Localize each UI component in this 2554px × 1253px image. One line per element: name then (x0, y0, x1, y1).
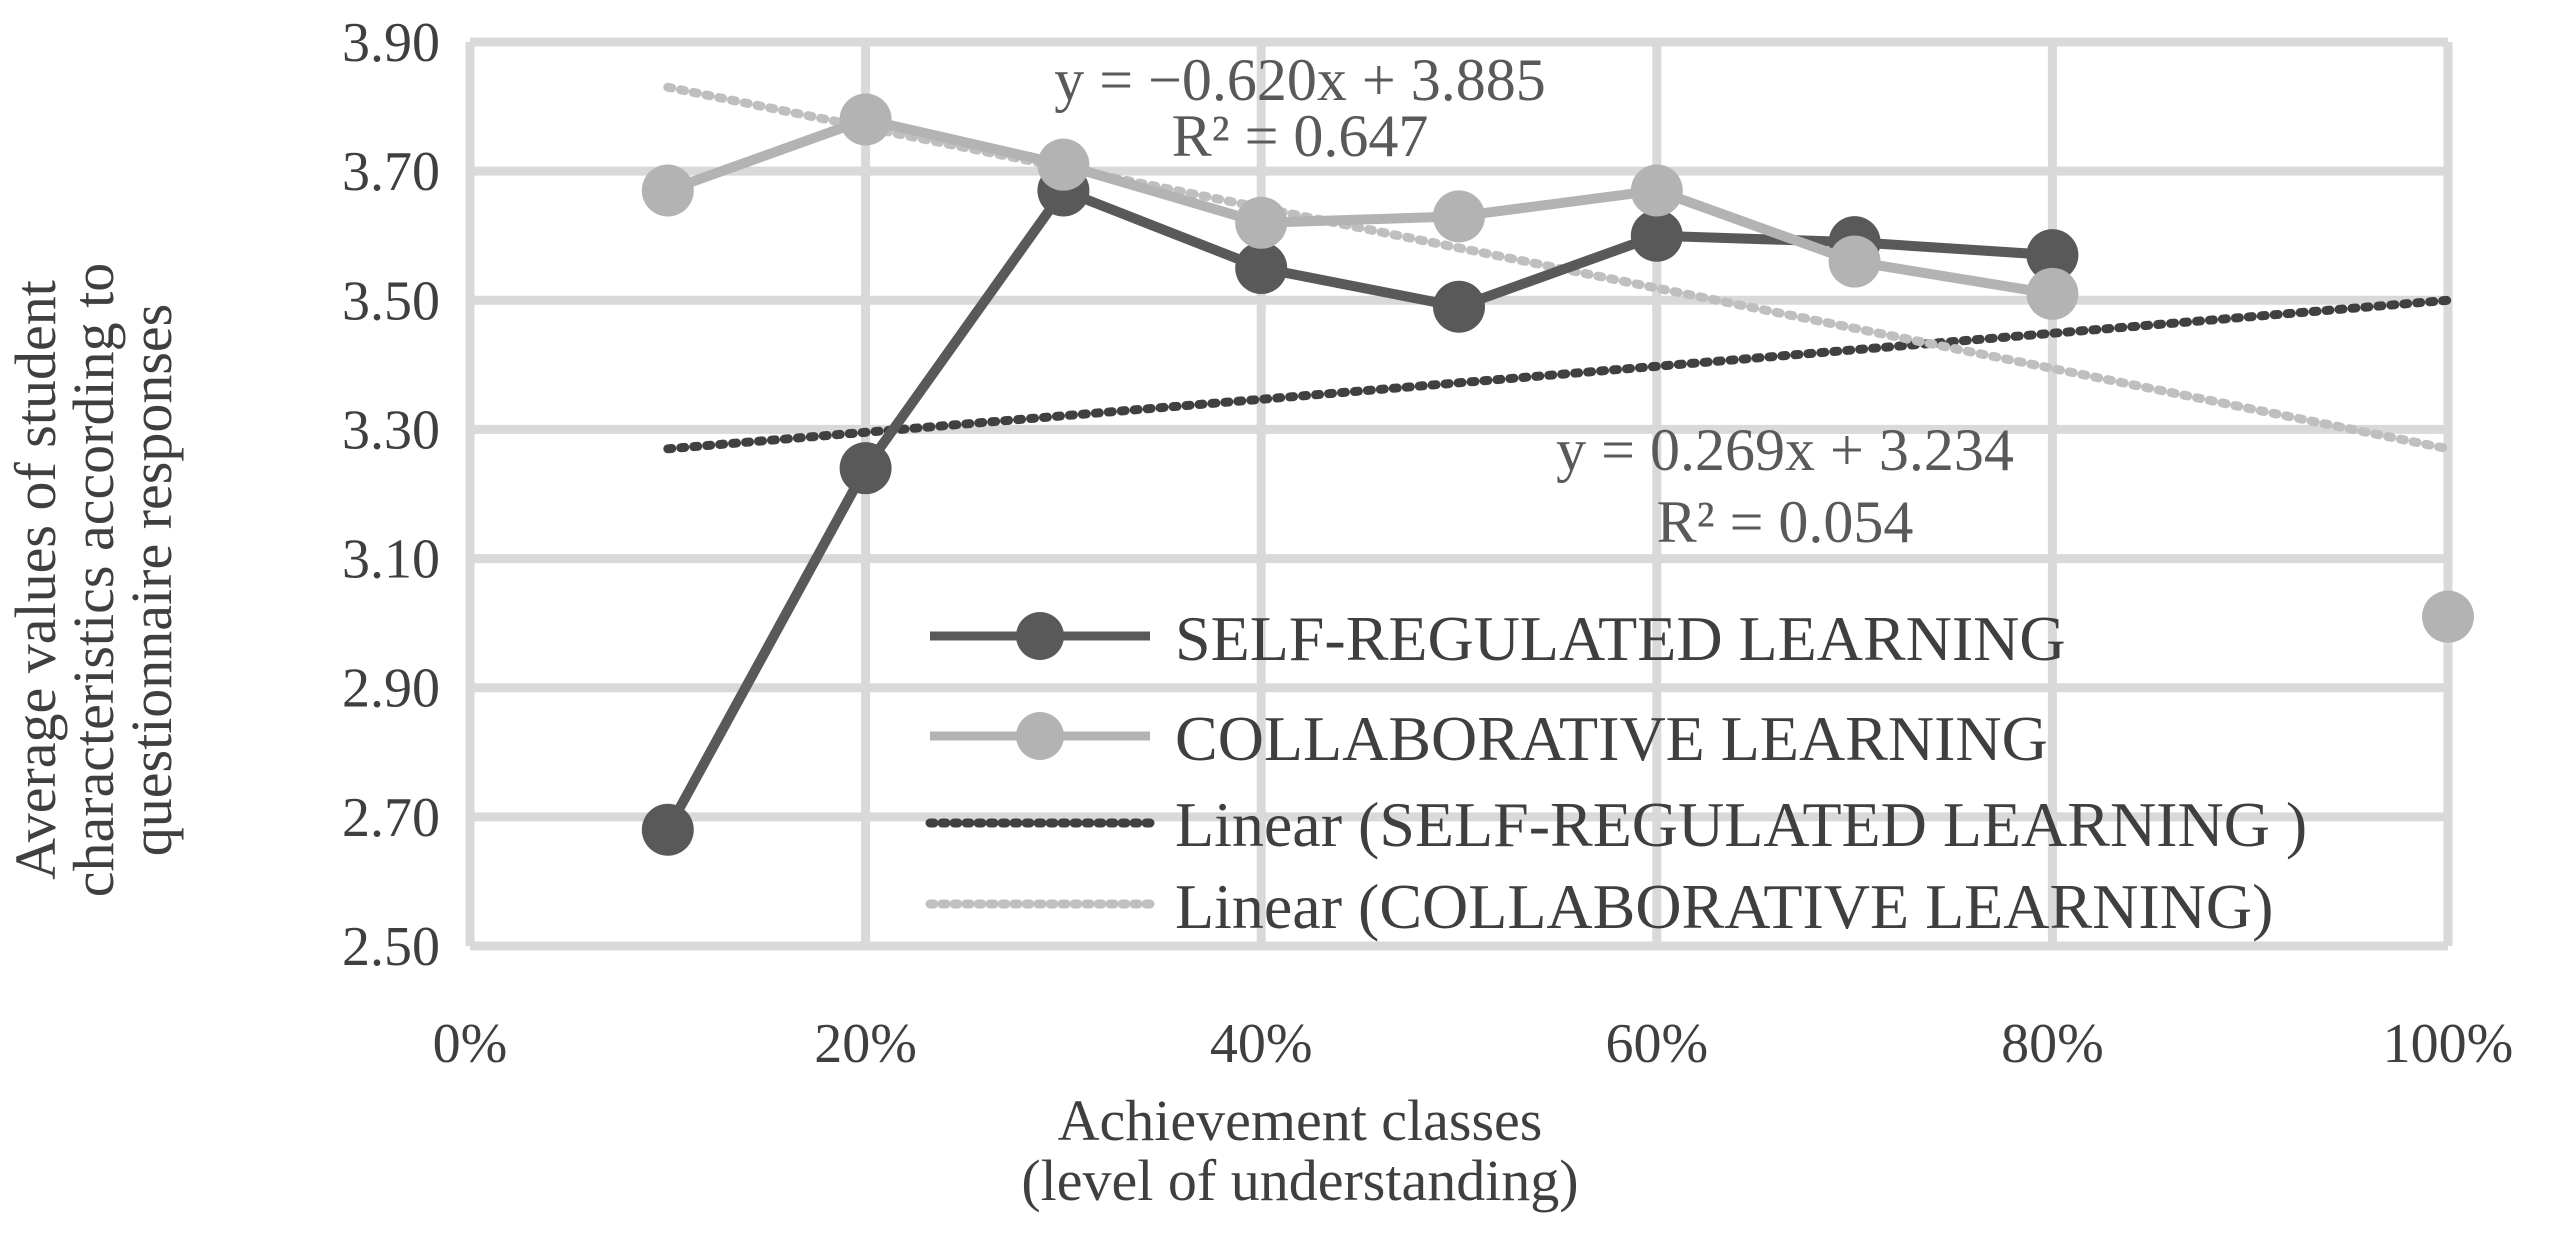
x-axis-title: Achievement classes (level of understand… (1021, 1088, 1578, 1213)
legend-label-linear-self-regulated: Linear (SELF-REGULATED LEARNING ) (1175, 789, 2307, 860)
y-tick-label-5: 3.50 (342, 270, 440, 332)
series-0-point-3 (1235, 242, 1288, 294)
series-0-point-4 (1433, 280, 1485, 333)
tick-labels: 2.50 2.70 2.90 3.10 3.30 3.50 3.70 3.90 0% 20% 40%… (342, 12, 2513, 1075)
series-line-0 (663, 185, 2053, 833)
y-tick-label-7: 3.90 (342, 12, 440, 74)
series-1-point-7 (2026, 267, 2079, 320)
trendline-collaborative-r2: R² = 0.647 (1172, 103, 1429, 169)
series-0-point-5 (1630, 209, 1683, 262)
legend-label-linear-collaborative: Linear (COLLABORATIVE LEARNING) (1175, 871, 2273, 942)
y-axis-title-line-1: Average values of student (3, 280, 68, 880)
data-series (641, 93, 2474, 856)
legend-item-linear-self-regulated: Linear (SELF-REGULATED LEARNING ) (925, 789, 2307, 860)
y-tick-label-0: 2.50 (342, 916, 440, 978)
series-1-point-1 (839, 93, 892, 146)
series-line-1 (666, 114, 2054, 299)
trendline-0 (663, 295, 2453, 454)
x-tick-label-5: 100% (2383, 1013, 2514, 1075)
legend-item-linear-collaborative: Linear (COLLABORATIVE LEARNING) (925, 871, 2273, 942)
x-tick-label-2: 40% (1210, 1013, 1313, 1075)
series-1-point-8 (2422, 590, 2474, 643)
x-axis-title-line-2: (level of understanding) (1021, 1148, 1578, 1213)
legend-item-collaborative: COLLABORATIVE LEARNING (930, 703, 2048, 774)
legend-label-self-regulated: SELF-REGULATED LEARNING (1175, 603, 2066, 674)
legend-label-collaborative: COLLABORATIVE LEARNING (1175, 703, 2048, 774)
legend-item-self-regulated: SELF-REGULATED LEARNING (930, 603, 2066, 674)
series-1-point-0 (641, 164, 694, 217)
series-1-point-4 (1433, 190, 1485, 243)
x-tick-label-1: 20% (814, 1013, 917, 1075)
x-tick-label-0: 0% (433, 1013, 508, 1075)
series-0-point-0 (641, 803, 694, 856)
y-tick-label-3: 3.10 (342, 529, 440, 591)
legend: SELF-REGULATED LEARNING COLLABORATIVE LE… (925, 603, 2307, 942)
series-1-point-2 (1037, 138, 1090, 191)
y-tick-label-6: 3.70 (342, 141, 440, 203)
trendline-collaborative-equation: y = −0.620x + 3.885 (1054, 47, 1546, 113)
y-tick-label-2: 2.90 (342, 658, 440, 720)
series-1-point-3 (1235, 196, 1288, 249)
series-1-point-6 (1828, 235, 1881, 288)
series-0-point-7 (2026, 229, 2079, 282)
x-axis-title-line-1: Achievement classes (1058, 1088, 1543, 1153)
legend-marker-self-regulated (1016, 612, 1064, 660)
series-0-point-1 (839, 442, 892, 495)
series-1-point-5 (1630, 164, 1683, 217)
x-tick-label-4: 80% (2001, 1013, 2104, 1075)
x-tick-label-3: 60% (1605, 1013, 1708, 1075)
y-tick-label-4: 3.30 (342, 399, 440, 461)
y-tick-label-1: 2.70 (342, 787, 440, 849)
trendline-self-regulated-r2: R² = 0.054 (1657, 489, 1914, 555)
legend-marker-collaborative (1016, 712, 1064, 760)
y-axis-title-line-2: characteristics according to (61, 263, 126, 897)
y-axis-title: Average values of student characteristic… (3, 263, 184, 897)
trendline-self-regulated-equation: y = 0.269x + 3.234 (1556, 417, 2014, 483)
y-axis-title-line-3: questionnaire responses (119, 304, 184, 856)
